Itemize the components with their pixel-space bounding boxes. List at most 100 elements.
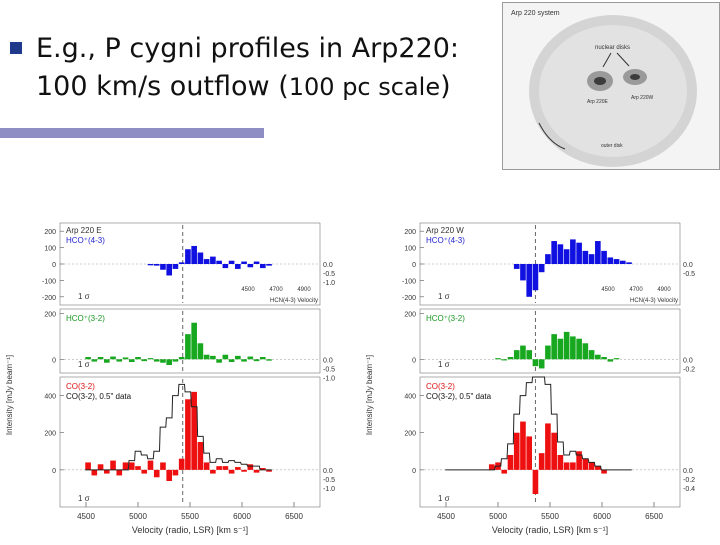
nuclear-disks-label: nuclear disks xyxy=(595,45,630,51)
arp220e-2-bar xyxy=(228,469,235,474)
arp220e-0-bar xyxy=(222,264,229,269)
arp220w-2-bar xyxy=(520,421,526,470)
arp220w-0-bar xyxy=(607,257,614,264)
arp220e-1-bar xyxy=(253,359,260,362)
arp220e-xlabel: Velocity (radio, LSR) [km s⁻¹] xyxy=(132,525,248,535)
arp220w-2-bar xyxy=(501,469,508,474)
arp220e-ytick-label: 200 xyxy=(44,312,56,319)
arp220e-ytick-label: -200 xyxy=(42,295,56,302)
arp220w-0-bar xyxy=(526,264,533,297)
arp220w-xtick-label: 4500 xyxy=(437,512,455,521)
arp220e-0-bar xyxy=(216,260,222,264)
nuclear-arrow-west xyxy=(616,52,630,67)
arp220-diagram-svg: Arp 220 system nuclear disks Arp 220E Ar… xyxy=(503,3,719,169)
arp220w-1-bar xyxy=(557,338,564,360)
arp220e-2-bar xyxy=(259,468,266,470)
arp220w-series-label: CO(3-2) xyxy=(426,382,455,391)
arp220e-0-bar xyxy=(191,245,197,264)
arp220e-2-bar xyxy=(116,469,123,476)
arp220w-ytick-label: 200 xyxy=(404,431,416,438)
arp220w-2-bar xyxy=(526,436,533,470)
arp220e-1-bar xyxy=(235,355,241,360)
arp220w-1-bar xyxy=(501,359,508,361)
arp220w-panel-title: Arp 220 W xyxy=(426,226,464,235)
arp220e-1-bar xyxy=(241,359,247,362)
arp220w-2-bar xyxy=(538,453,545,470)
arp220e-0-bar xyxy=(147,264,154,266)
arp220e-plot-frame xyxy=(59,308,321,374)
arp220w-0-bar xyxy=(576,242,582,264)
arp220w-right-tick-label: -0.4 xyxy=(683,486,695,493)
arp220w-0-bar xyxy=(619,260,626,264)
arp220w-xtick-label: 5000 xyxy=(489,512,507,521)
arp220w-1-bar xyxy=(563,331,570,360)
arp220e-1-bar xyxy=(185,334,191,360)
arp220e-2-bar xyxy=(241,469,247,472)
arp220w-0-bar xyxy=(595,241,601,264)
arp220e-2-bar xyxy=(122,462,129,470)
arp220w-0-bar xyxy=(551,241,557,264)
square-bullet-icon xyxy=(10,42,22,54)
arp220e-1-bar xyxy=(203,354,210,360)
arp220w-xtick-label: 6500 xyxy=(645,512,663,521)
arp220w-ytick-label: -200 xyxy=(402,295,416,302)
outer-disk-inner-shape xyxy=(539,25,687,157)
arp220w-0-bar xyxy=(570,239,576,264)
arp220e-panel-title: Arp 220 E xyxy=(66,226,102,235)
arp220e-0-bar xyxy=(247,264,254,268)
arp220w-ytick-label: 200 xyxy=(404,312,416,319)
arp220e-0-bar xyxy=(266,264,272,266)
arp220e-0-bar xyxy=(228,260,235,264)
arp220w-1-bar xyxy=(551,334,557,360)
arp220w-1-bar xyxy=(601,357,607,360)
arp220e-top-axis-tick: 4900 xyxy=(297,287,311,293)
panel-arp220w: Intensity [mJy beam⁻¹] Velocity (radio, L… xyxy=(360,205,700,540)
arp220e-right-tick-label: 0.0 xyxy=(323,262,333,269)
arp220e-2-bar xyxy=(253,469,260,473)
arp220w-2-bar xyxy=(557,455,564,470)
arp220e-1-bar xyxy=(160,359,166,363)
arp220w-0-bar xyxy=(613,259,620,264)
arp220w-sigma-label: 1 σ xyxy=(438,292,450,301)
headline-part2: 100 km/s outflow ( xyxy=(36,71,289,102)
arp220w-0-bar xyxy=(520,264,526,281)
chart-arp220e-svg: Intensity [mJy beam⁻¹] Velocity (radio, L… xyxy=(5,222,335,535)
headline-line2: 100 km/s outflow (100 pc scale) xyxy=(36,68,506,106)
arp220w-0-bar xyxy=(513,264,520,269)
arp220w-1-bar xyxy=(532,359,539,367)
panel-arp220e: Intensity [mJy beam⁻¹] Velocity (radio, L… xyxy=(0,205,340,540)
arp220e-right-tick-label: -1.0 xyxy=(323,375,335,382)
arp220w-2-bar xyxy=(551,432,557,470)
arp220e-1-bar xyxy=(266,359,272,361)
arp220e-2-bar xyxy=(266,469,272,472)
arp220e-ytick-label: 100 xyxy=(44,246,56,253)
arp220w-0-bar xyxy=(532,264,539,291)
arp220w-0-bar xyxy=(626,262,632,264)
arp220e-sigma-label: 1 σ xyxy=(78,494,90,503)
arp220e-1-bar xyxy=(197,343,204,360)
arp220w-2-bar xyxy=(588,462,595,470)
arp220e-1-bar xyxy=(110,356,116,360)
arp220w-2-bar xyxy=(507,455,514,470)
arp220w-2-bar xyxy=(595,466,601,470)
arp220e-overlay-legend: CO(3-2), 0.5" data xyxy=(66,392,132,401)
arp220w-0-bar xyxy=(601,250,607,264)
arp220e-0-bar xyxy=(166,264,173,276)
arp220-system-diagram: Arp 220 system nuclear disks Arp 220E Ar… xyxy=(502,2,720,170)
arp220e-0-bar xyxy=(259,264,266,269)
arp220w-top-axis-tick: 4900 xyxy=(657,287,671,293)
arp220w-2-bar xyxy=(545,423,551,470)
arp220e-2-bar xyxy=(197,442,204,470)
arp220w-sigma-label: 1 σ xyxy=(438,494,450,503)
diagram-title: Arp 220 system xyxy=(511,10,560,17)
arp220e-xtick-label: 4500 xyxy=(77,512,95,521)
arp220w-2-bar xyxy=(576,451,582,470)
arp220w-xlabel: Velocity (radio, LSR) [km s⁻¹] xyxy=(492,525,608,535)
arp220w-2-bar xyxy=(488,464,495,470)
arp220w-right-tick-label: -0.2 xyxy=(683,477,695,484)
arp220w-overlay-legend: CO(3-2), 0.5" data xyxy=(426,392,492,401)
arp220w-1-bar xyxy=(520,345,526,360)
arp220e-ytick-label: 0 xyxy=(52,357,56,364)
arp220e-1-bar xyxy=(166,359,173,365)
arp220w-2-bar xyxy=(570,462,576,470)
